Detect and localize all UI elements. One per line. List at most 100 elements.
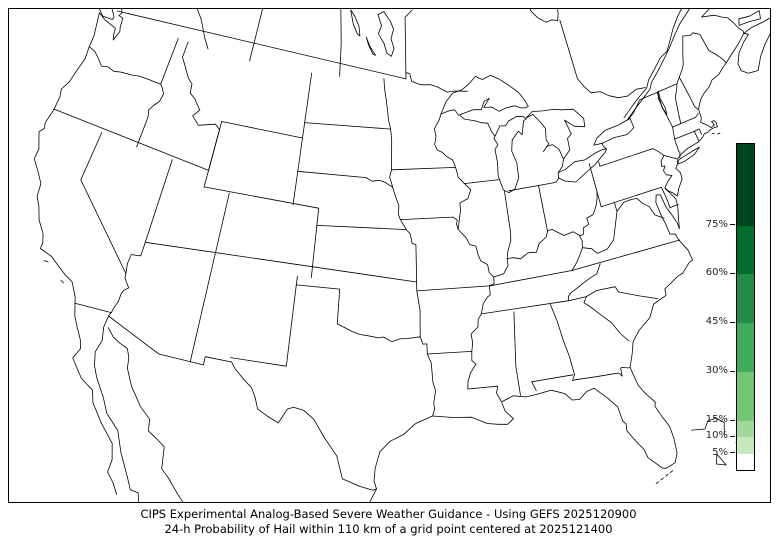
map-boundary-line [572,367,631,381]
map-boundary-line [72,302,117,495]
caption-line-1: CIPS Experimental Analog-Based Severe We… [140,507,637,521]
map-boundary-line [725,32,745,64]
map-boundary-line [538,185,548,231]
colorbar-tick-mark [730,419,735,421]
colorbar-tick-label: 5% [712,446,728,458]
map-boundary-line [701,14,745,34]
colorbar-tick-label: 10% [705,430,728,442]
map-boundary-line [531,381,537,392]
map-boundary-line [339,9,342,77]
map-boundary-line [80,132,127,274]
map-boundary-line [568,296,587,302]
map-boundary-line [601,142,607,149]
map-boundary-line [513,311,521,396]
map-boundary-line [53,108,209,171]
map-boundary-line [310,207,320,279]
map-boundary-line [440,75,529,116]
map-boundary-line [480,300,570,315]
colorbar-segment-60-75 [737,225,754,275]
map-boundary-line [136,83,164,148]
map-boundary-line [74,302,232,366]
map-boundary-line [389,128,393,188]
map-boundary-line [295,275,298,286]
map-boundary-line [583,296,630,342]
map-boundary-line [116,10,468,93]
map-boundary-line [297,170,367,178]
map-boundary-line [663,155,677,160]
map-boundary-line [467,276,495,390]
colorbar-tick-label: 75% [705,218,728,230]
map-boundary-line [571,211,618,271]
probability-colorbar [736,143,755,471]
map-boundary-line [627,9,710,120]
map-boundary-line [144,241,417,283]
map-boundary-line [60,280,64,284]
map-boundary-line [304,122,391,130]
map-boundary-line [717,132,721,135]
map-boundary-line [419,336,428,355]
map-boundary-line [567,263,601,302]
colorbar-tick-mark [730,321,735,323]
map-boundary-line [489,270,573,287]
map-boundary-line [557,148,607,183]
map-boundary-line [531,374,574,383]
map-boundary-line [657,90,668,116]
map-boundary-line [677,146,700,165]
colorbar-tick-label: 45% [705,316,728,328]
colorbar-segment-5-10 [737,437,754,454]
caption-line-2: 24-h Probability of Hail within 110 km o… [164,522,613,536]
map-boundary-line [598,148,654,167]
colorbar-tick-mark [730,224,735,225]
map-boundary-line [525,108,586,160]
map-boundary-line [350,9,361,37]
map-boundary-line [94,315,140,502]
map-boundary-line [369,488,377,502]
colorbar-tick-mark [730,370,735,372]
map-boundary-line [208,129,220,171]
colorbar-segment-15-30 [737,372,754,422]
map-boundary-line [737,17,770,74]
map-boundary-line [586,286,658,299]
map-boundary-line [627,32,727,121]
map-boundary-line [377,11,395,57]
map-boundary-line [365,36,376,56]
map-boundary-line [295,284,341,325]
map-boundary-line [571,239,681,271]
map-boundary-line [416,285,490,292]
colorbar-tick-mark [730,272,735,274]
colorbar-segment-0-5 [737,453,754,470]
map-boundary-line [715,453,727,466]
colorbar-segment-45-60 [737,274,754,324]
colorbar-segment-30-45 [737,323,754,373]
conus-map-frame [8,8,771,503]
map-boundary-line [463,179,500,184]
map-boundary-line-dashed [653,470,674,486]
map-boundary-line [600,186,662,208]
map-boundary-line [508,177,560,192]
map-boundary-line [43,260,49,263]
map-boundary-line [588,163,598,192]
map-boundary-line [203,186,320,209]
map-boundary-line [196,9,209,50]
map-boundary-line [674,128,702,140]
map-boundary-line [549,303,575,381]
map-boundary-line [674,83,682,125]
map-boundary-line [426,351,473,355]
map-boundary-line [623,9,682,119]
map-boundary-line [504,191,512,259]
map-boundary-line [365,177,393,188]
map-boundary-line [316,225,407,230]
map-boundary-line [391,167,456,171]
colorbar-tick-mark [730,452,735,454]
conus-basemap [33,9,770,502]
map-boundary-line [189,260,214,363]
map-boundary-line [460,115,496,137]
map-boundary-line [399,216,459,230]
map-boundary-line [144,159,173,243]
map-boundary-line [33,9,124,304]
map-boundary-line [182,41,220,130]
map-boundary-line [160,38,179,85]
map-boundary-line [336,323,421,343]
map-boundary-line [593,118,635,146]
map-boundary-line [467,385,502,402]
